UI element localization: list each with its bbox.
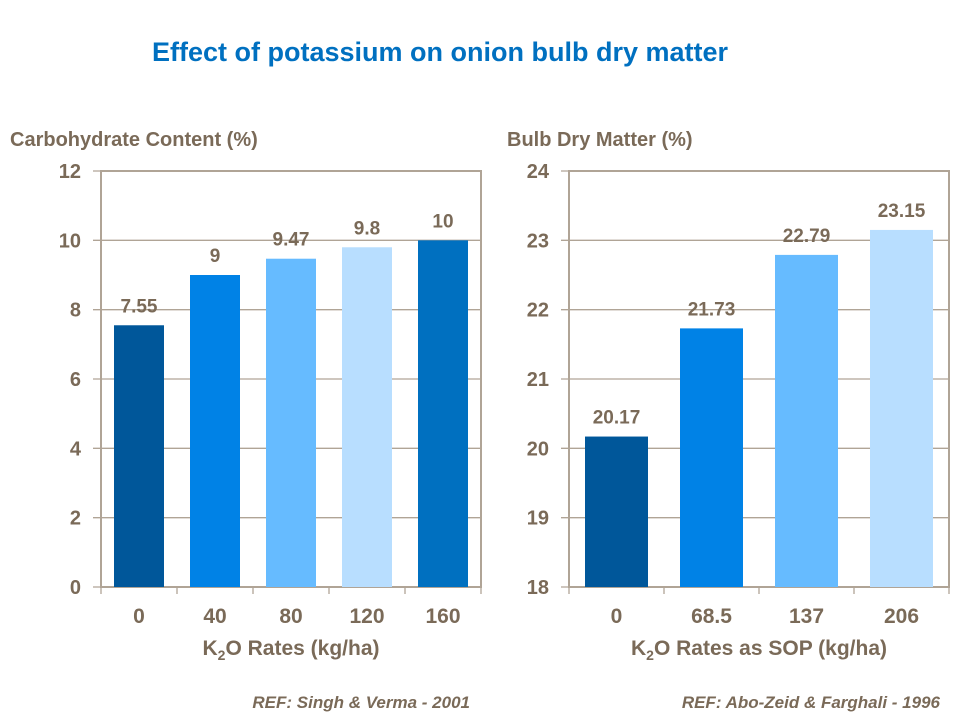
chart-2: 18 19 20 21 22 23 24 20.17 0 21.73 68.5 22.79 137 23.… <box>507 129 950 712</box>
y-axis-title: Carbohydrate Content (%) <box>10 129 258 151</box>
y-tick-label: 10 <box>59 230 81 252</box>
bar <box>190 275 240 587</box>
bar <box>418 240 468 588</box>
x-tick-label: 40 <box>203 605 226 628</box>
data-label: 7.55 <box>121 296 158 317</box>
data-label: 22.79 <box>783 226 831 247</box>
y-axis-title: Bulb Dry Matter (%) <box>507 129 693 151</box>
data-label: 9.47 <box>273 230 310 251</box>
y-tick-label: 6 <box>70 369 81 391</box>
y-tick-label: 19 <box>527 508 549 530</box>
data-label: 23.15 <box>878 201 926 222</box>
y-tick-label: 12 <box>59 161 81 183</box>
bar <box>114 325 164 587</box>
x-tick-label: 137 <box>789 605 824 628</box>
bar <box>680 328 743 587</box>
y-tick-label: 2 <box>70 508 81 530</box>
bar <box>266 258 316 587</box>
x-tick-label: 120 <box>349 605 384 628</box>
x-tick-label: 160 <box>425 605 460 628</box>
x-tick-label: 0 <box>611 605 623 628</box>
bar <box>585 436 648 587</box>
x-tick-label: 206 <box>884 605 919 628</box>
bar <box>870 229 933 587</box>
x-axis-title: K2O Rates (kg/ha) <box>202 637 379 663</box>
bar <box>342 247 392 587</box>
y-tick-label: 22 <box>527 300 549 322</box>
x-tick-label: 80 <box>279 605 302 628</box>
reference-note: REF: Singh & Verma - 2001 <box>252 693 470 712</box>
y-tick-label: 8 <box>70 300 81 322</box>
y-tick-label: 20 <box>527 438 549 460</box>
y-tick-label: 24 <box>527 161 550 183</box>
y-tick-label: 4 <box>70 438 82 460</box>
slide-title: Effect of potassium on onion bulb dry ma… <box>152 37 729 67</box>
data-label: 20.17 <box>593 408 641 429</box>
x-tick-label: 0 <box>133 605 145 628</box>
bar <box>775 254 838 588</box>
y-tick-label: 0 <box>70 577 81 599</box>
reference-note: REF: Abo-Zeid & Farghali - 1996 <box>682 693 941 712</box>
data-label: 10 <box>432 211 453 232</box>
chart-1: 0 2 4 6 8 10 12 7.55 0 9 40 9.47 80 9.8 120 10 160 Carboh… <box>10 129 482 712</box>
y-tick-label: 23 <box>527 230 549 252</box>
x-axis-title: K2O Rates as SOP (kg/ha) <box>631 637 887 663</box>
data-label: 9 <box>210 246 221 267</box>
data-label: 21.73 <box>688 299 736 320</box>
y-tick-label: 18 <box>527 577 549 599</box>
x-tick-label: 68.5 <box>691 605 732 628</box>
data-label: 9.8 <box>354 218 380 239</box>
y-tick-label: 21 <box>527 369 549 391</box>
